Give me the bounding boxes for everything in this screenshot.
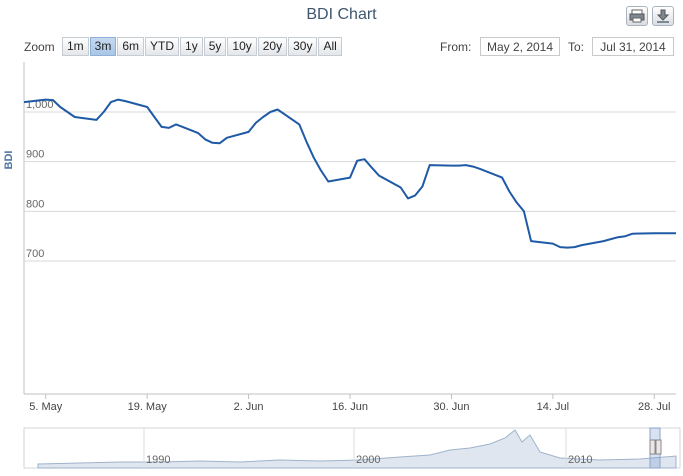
y-tick-label: 900 — [26, 149, 44, 161]
y-tick-label: 700 — [26, 248, 44, 260]
print-icon — [629, 9, 645, 23]
zoom-ytd-button[interactable]: YTD — [145, 37, 180, 56]
zoom-20y-button[interactable]: 20y — [257, 37, 288, 56]
from-date-input[interactable]: May 2, 2014 — [480, 37, 560, 56]
to-date-input[interactable]: Jul 31, 2014 — [592, 37, 674, 56]
x-tick-label: 5. May — [29, 401, 63, 413]
y-axis-label: BDI — [3, 151, 15, 170]
zoom-10y-button[interactable]: 10y — [227, 37, 257, 56]
x-tick-label: 16. Jun — [332, 401, 368, 413]
download-button[interactable] — [652, 6, 674, 26]
navigator-tick-label: 2000 — [356, 454, 380, 466]
bdi-series-line — [23, 98, 676, 249]
zoom-buttons: 1m 3m 6m YTD 1y 5y 10y 20y 30y All — [62, 37, 343, 56]
zoom-1m-button[interactable]: 1m — [62, 37, 89, 56]
navigator-handle-left[interactable] — [649, 439, 656, 455]
x-tick-label: 19. May — [128, 401, 168, 413]
to-label: To: — [568, 40, 585, 54]
print-button[interactable] — [626, 6, 648, 26]
zoom-all-button[interactable]: All — [318, 37, 342, 56]
x-tick-label: 28. Jul — [638, 401, 670, 413]
navigator-area — [37, 429, 677, 469]
zoom-1y-button[interactable]: 1y — [180, 37, 203, 56]
zoom-30y-button[interactable]: 30y — [288, 37, 318, 56]
y-tick-label: 800 — [26, 198, 44, 210]
chart-title: BDI Chart — [306, 6, 377, 23]
zoom-5y-button[interactable]: 5y — [203, 37, 227, 56]
navigator-tick-label: 1990 — [146, 454, 170, 466]
navigator-handle-right[interactable] — [655, 439, 662, 455]
zoom-3m-button[interactable]: 3m — [89, 37, 117, 56]
navigator-tick-label: 2010 — [568, 454, 592, 466]
x-tick-label: 30. Jun — [433, 401, 469, 413]
x-tick-label: 14. Jul — [537, 401, 569, 413]
from-label: From: — [440, 40, 472, 54]
zoom-6m-button[interactable]: 6m — [117, 37, 145, 56]
x-tick-label: 2. Jun — [234, 401, 264, 413]
download-icon — [656, 9, 670, 23]
zoom-label: Zoom — [24, 40, 55, 54]
